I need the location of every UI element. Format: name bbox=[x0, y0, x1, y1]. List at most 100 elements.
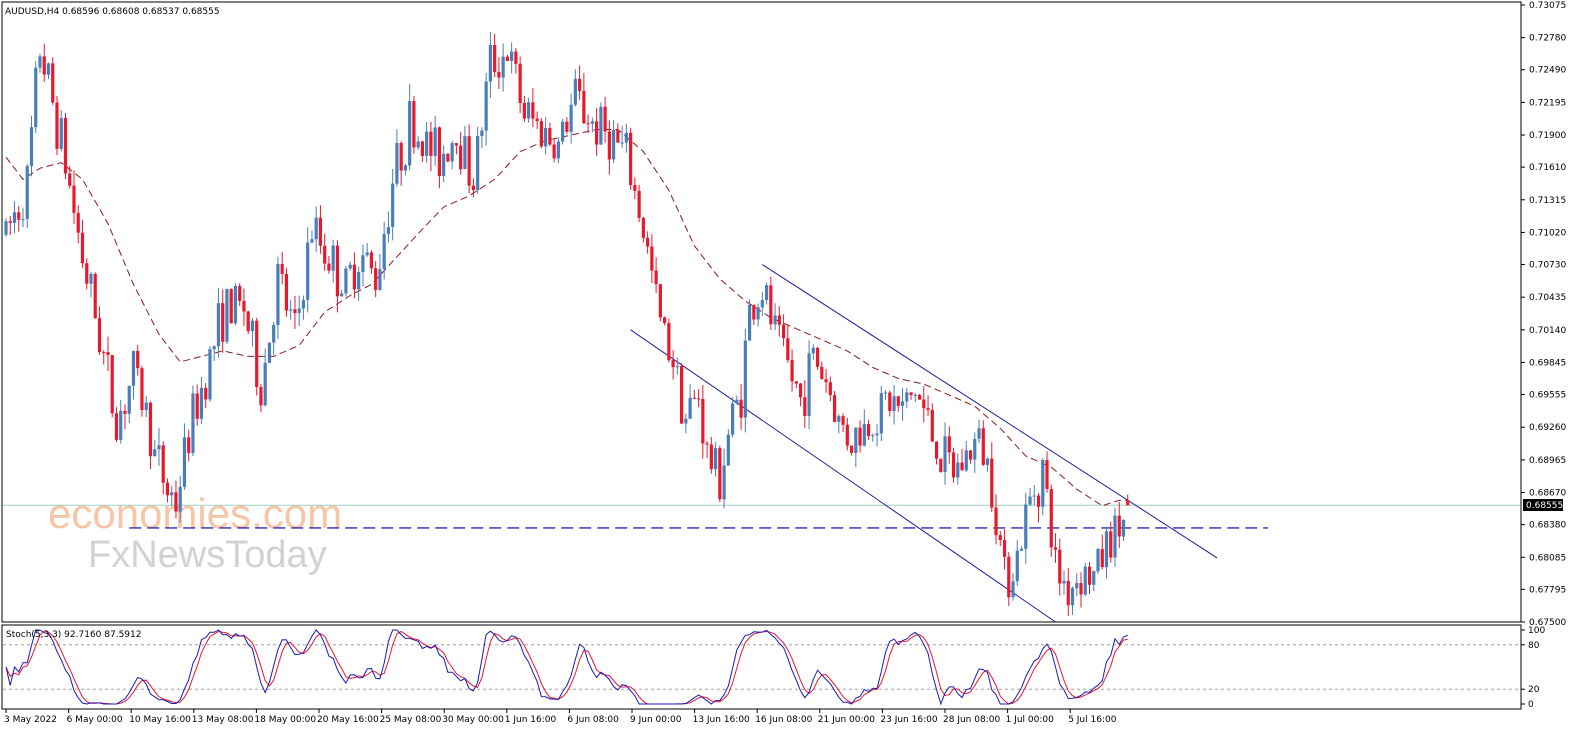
time-tick-label: 18 May 00:00 bbox=[254, 715, 316, 725]
candle-body bbox=[675, 366, 679, 368]
candle-body bbox=[250, 320, 255, 332]
candle bbox=[34, 61, 38, 134]
candle bbox=[599, 102, 603, 145]
candle bbox=[136, 344, 140, 376]
candle bbox=[718, 445, 722, 503]
candle bbox=[242, 288, 246, 326]
candle bbox=[824, 368, 828, 393]
candle-body bbox=[862, 424, 866, 446]
candle-body bbox=[964, 450, 968, 471]
candle bbox=[684, 413, 688, 434]
candle-body bbox=[922, 399, 926, 409]
candle-body bbox=[934, 441, 939, 459]
candle bbox=[875, 424, 879, 447]
candle-body bbox=[25, 166, 29, 219]
candle bbox=[917, 393, 922, 400]
candle bbox=[352, 252, 357, 299]
candle-body bbox=[837, 416, 841, 422]
candle-body bbox=[565, 121, 569, 132]
candle bbox=[888, 390, 892, 417]
candle bbox=[1117, 501, 1121, 548]
candle-body bbox=[369, 252, 374, 269]
candle-body bbox=[943, 436, 947, 472]
candle-body bbox=[1007, 556, 1011, 598]
candle bbox=[467, 124, 471, 194]
candle-body bbox=[1096, 549, 1100, 572]
candle-body bbox=[63, 118, 68, 174]
candle bbox=[51, 57, 55, 106]
candle bbox=[246, 310, 250, 335]
candle-body bbox=[246, 311, 250, 332]
candle-body bbox=[361, 255, 365, 273]
candle bbox=[1126, 494, 1130, 506]
candle bbox=[4, 218, 8, 237]
price-tick-label: 0.73075 bbox=[1529, 1, 1566, 11]
candle bbox=[828, 376, 832, 402]
price-tick-label: 0.69845 bbox=[1529, 358, 1566, 368]
candle-body bbox=[327, 263, 331, 271]
candle bbox=[522, 95, 526, 122]
candle-body bbox=[255, 320, 259, 388]
candle-body bbox=[1117, 515, 1121, 537]
candle bbox=[250, 318, 255, 347]
candle bbox=[1083, 562, 1087, 597]
candle-body bbox=[841, 416, 845, 425]
candle bbox=[565, 117, 569, 134]
candle-body bbox=[875, 433, 879, 436]
stoch-tick-label: 0 bbox=[1528, 700, 1534, 710]
candle-body bbox=[646, 237, 650, 247]
candle-body bbox=[790, 360, 794, 382]
candle-body bbox=[471, 185, 475, 191]
candle bbox=[667, 318, 671, 363]
candle bbox=[378, 253, 382, 291]
candle-body bbox=[777, 315, 781, 325]
candle-body bbox=[114, 413, 119, 440]
candle bbox=[739, 384, 743, 430]
candle bbox=[1109, 521, 1113, 563]
price-tick-label: 0.67795 bbox=[1529, 585, 1566, 595]
candle-body bbox=[786, 338, 790, 361]
stoch-signal-line bbox=[5, 630, 1128, 705]
candle bbox=[671, 349, 675, 380]
candle-body bbox=[420, 141, 425, 156]
candle bbox=[620, 125, 624, 148]
candle-body bbox=[1070, 588, 1075, 606]
candle bbox=[764, 282, 769, 305]
candle bbox=[756, 303, 760, 327]
candle bbox=[968, 450, 973, 464]
candle bbox=[318, 205, 323, 254]
candle-body bbox=[930, 409, 934, 442]
time-tick-label: 1 Jul 00:00 bbox=[1006, 715, 1055, 725]
candle-body bbox=[671, 360, 675, 368]
candle-body bbox=[161, 445, 165, 483]
candle-body bbox=[917, 394, 922, 400]
channel-upper-line bbox=[762, 264, 1218, 559]
candle-body bbox=[157, 445, 161, 450]
candle-body bbox=[1104, 531, 1109, 568]
candle bbox=[55, 96, 59, 155]
candle bbox=[221, 289, 225, 353]
price-tick-label: 0.70435 bbox=[1529, 293, 1566, 303]
candle bbox=[871, 433, 875, 442]
candle bbox=[722, 448, 726, 509]
candle-body bbox=[106, 352, 110, 356]
candle-body bbox=[467, 136, 471, 186]
candle-body bbox=[357, 272, 361, 290]
candle-body bbox=[493, 44, 497, 72]
candle-body bbox=[323, 245, 327, 264]
candle-body bbox=[1083, 566, 1087, 595]
candle bbox=[119, 399, 123, 444]
candle bbox=[195, 384, 199, 426]
candle-body bbox=[127, 385, 131, 414]
candle-body bbox=[1092, 571, 1096, 585]
stoch-level-lines bbox=[3, 644, 1520, 690]
candle bbox=[416, 136, 420, 150]
candle bbox=[985, 457, 990, 472]
candle-body bbox=[663, 317, 667, 324]
price-tick-label: 0.72780 bbox=[1529, 34, 1566, 44]
candle bbox=[1104, 526, 1109, 579]
candle-body bbox=[561, 121, 565, 142]
candle bbox=[1011, 572, 1015, 601]
candle bbox=[323, 233, 327, 272]
candle-body bbox=[123, 410, 127, 414]
